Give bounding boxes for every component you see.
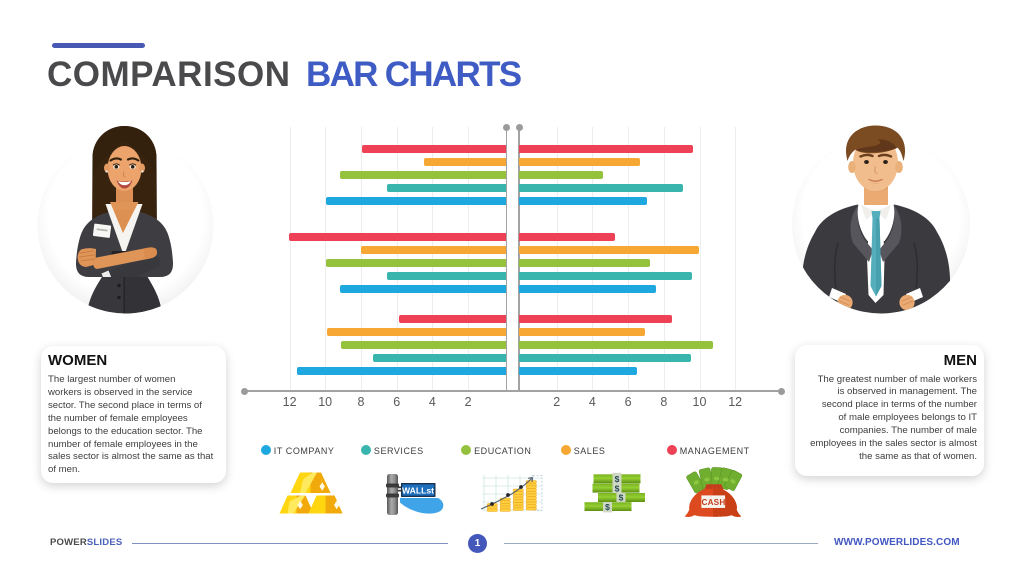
svg-text:WALLst: WALLst — [402, 486, 434, 496]
svg-text:$: $ — [615, 474, 620, 484]
svg-text:$: $ — [619, 493, 624, 503]
svg-text:$: $ — [605, 502, 610, 512]
svg-text:$: $ — [615, 483, 620, 493]
svg-text:CASH: CASH — [702, 498, 726, 507]
